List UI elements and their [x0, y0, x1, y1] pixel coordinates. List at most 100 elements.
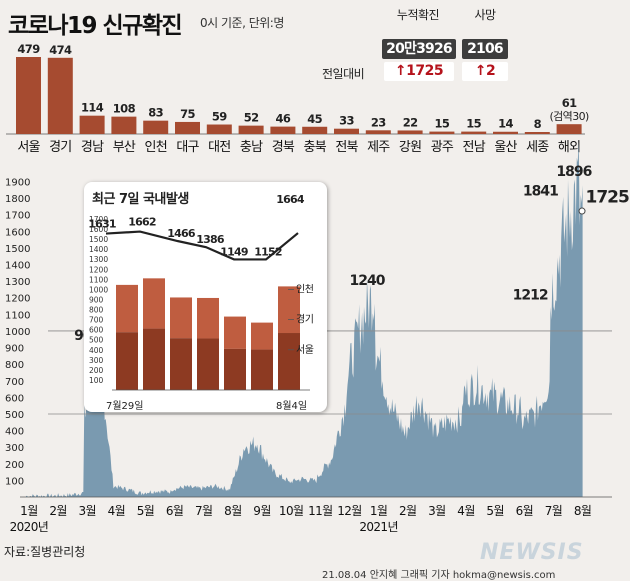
y-tick-label: 300: [5, 443, 24, 454]
y-tick-label: 1800: [5, 194, 30, 205]
region-value-label: 75: [180, 107, 195, 121]
inset-bar-lower: [143, 328, 165, 390]
inset-value-label: 1662: [128, 216, 156, 229]
region-bar-울산: [493, 131, 518, 134]
inset-y-tick-label: 1400: [89, 245, 108, 254]
inset-trend-line: [105, 230, 299, 261]
region-bar-경남: [79, 115, 105, 134]
y-tick-label: 500: [5, 410, 24, 421]
inset-y-tick-label: 200: [89, 366, 104, 375]
region-bar-제주: [365, 130, 391, 134]
region-value-label: 14: [498, 117, 513, 131]
region-bar-경기: [47, 57, 73, 134]
newsis-watermark: NEWSIS: [480, 540, 584, 565]
region-category-label: 해외: [558, 140, 580, 155]
region-value-label: 15: [466, 117, 481, 131]
region-bar-전북: [334, 128, 359, 134]
y-tick-label: 1300: [5, 277, 30, 288]
inset-legend-서울: 서울: [296, 344, 314, 356]
inset-bar-upper: [197, 297, 219, 339]
inset-value-label: 1631: [88, 218, 116, 231]
x-month-label: 1월: [20, 504, 37, 518]
inset-legend-인천: 인천: [296, 283, 314, 295]
inset-bar-lower: [170, 338, 192, 390]
x-month-label: 2월: [399, 504, 416, 518]
region-category-label: 울산: [494, 140, 517, 155]
y-tick-label: 700: [5, 377, 24, 388]
region-value-label: 61: [562, 96, 577, 110]
inset-value-label: 1149: [220, 245, 248, 258]
x-month-label: 2월: [49, 504, 66, 518]
inset-y-tick-label: 800: [89, 306, 104, 315]
region-bar-경북: [270, 126, 296, 134]
inset-legend-경기: 경기: [296, 313, 313, 326]
inset-y-tick-label: 1100: [89, 275, 108, 284]
inset-x-start: 7월29일: [106, 401, 144, 412]
inset-y-tick-label: 900: [89, 295, 104, 304]
region-value-label: 474: [49, 43, 72, 57]
x-month-label: 4월: [108, 504, 125, 518]
inset-bar-upper: [170, 297, 192, 339]
y-tick-label: 1400: [5, 261, 30, 272]
inset-bar-upper: [224, 316, 246, 349]
region-value-label: 22: [403, 115, 418, 129]
inset-y-tick-label: 1600: [89, 225, 108, 234]
region-category-label: 강원: [399, 140, 421, 155]
x-month-label: 12월: [337, 504, 362, 518]
source-note: 자료:질병관리청: [4, 545, 86, 559]
inset-y-tick-label: 1700: [89, 215, 108, 224]
recent-7days-panel: 최근 7일 국내발생 100 200 300 400 500 600 700 800 900 10…: [84, 182, 327, 412]
region-category-label: 충남: [240, 140, 263, 155]
x-month-label: 6월: [166, 504, 183, 518]
inset-value-label: 1664: [276, 193, 305, 206]
y-tick-label: 900: [5, 344, 24, 355]
x-month-label: 8월: [224, 504, 241, 518]
region-category-label: 세종: [526, 140, 549, 155]
inset-bar-upper: [143, 278, 165, 329]
region-category-label: 경남: [81, 140, 104, 155]
region-value-label: 15: [434, 117, 449, 131]
inset-bar-lower: [278, 333, 300, 390]
x-month-label: 7월: [195, 504, 212, 518]
inset-bar-lower: [224, 348, 246, 390]
region-category-label: 서울: [17, 140, 40, 155]
region-bar-광주: [429, 131, 455, 134]
deaths-value-box: 2106: [462, 39, 508, 59]
x-month-label: 4월: [457, 504, 474, 518]
region-value-label: 33: [339, 114, 354, 128]
trend-area-chart: 1002003004005006007008009001000110012001…: [5, 141, 630, 534]
region-category-label: 부산: [113, 140, 136, 155]
region-category-label: 대구: [176, 140, 199, 155]
region-value-label: 479: [17, 42, 40, 56]
peak-annotation-1725: 1725: [586, 188, 629, 208]
prev-day-label: 전일대비: [322, 67, 365, 81]
y-tick-label: 1700: [5, 211, 30, 222]
x-year-label: 2021년: [359, 520, 398, 534]
quarantine-note: (검역30): [549, 110, 589, 123]
x-month-label: 10월: [279, 504, 304, 518]
region-category-label: 경기: [49, 140, 71, 155]
y-tick-label: 1900: [5, 178, 30, 189]
y-tick-label: 1600: [5, 227, 30, 238]
x-month-label: 5월: [137, 504, 154, 518]
inset-bar-upper: [278, 286, 300, 334]
region-bar-전남: [461, 131, 487, 134]
x-month-label: 1월: [370, 504, 387, 518]
region-value-label: 83: [148, 106, 163, 120]
region-category-label: 제주: [367, 140, 390, 155]
peak-annotation-1212: 1212: [513, 288, 548, 304]
x-month-label: 11월: [308, 504, 333, 518]
y-tick-label: 800: [5, 360, 24, 371]
deaths-change: ↑2: [462, 62, 508, 81]
region-bar-해외: [556, 124, 582, 134]
inset-chart: 1002003004005006007008009001000110012001…: [88, 193, 314, 391]
region-bar-대전: [206, 124, 232, 134]
region-category-label: 전북: [335, 140, 358, 155]
inset-value-label: 1466: [167, 227, 196, 240]
x-month-label: 8월: [574, 504, 591, 518]
region-bar-강원: [397, 130, 423, 134]
x-month-label: 5월: [486, 504, 503, 518]
inset-value-label: 1386: [196, 233, 225, 246]
y-tick-label: 1200: [5, 294, 30, 305]
x-month-label: 7월: [545, 504, 562, 518]
